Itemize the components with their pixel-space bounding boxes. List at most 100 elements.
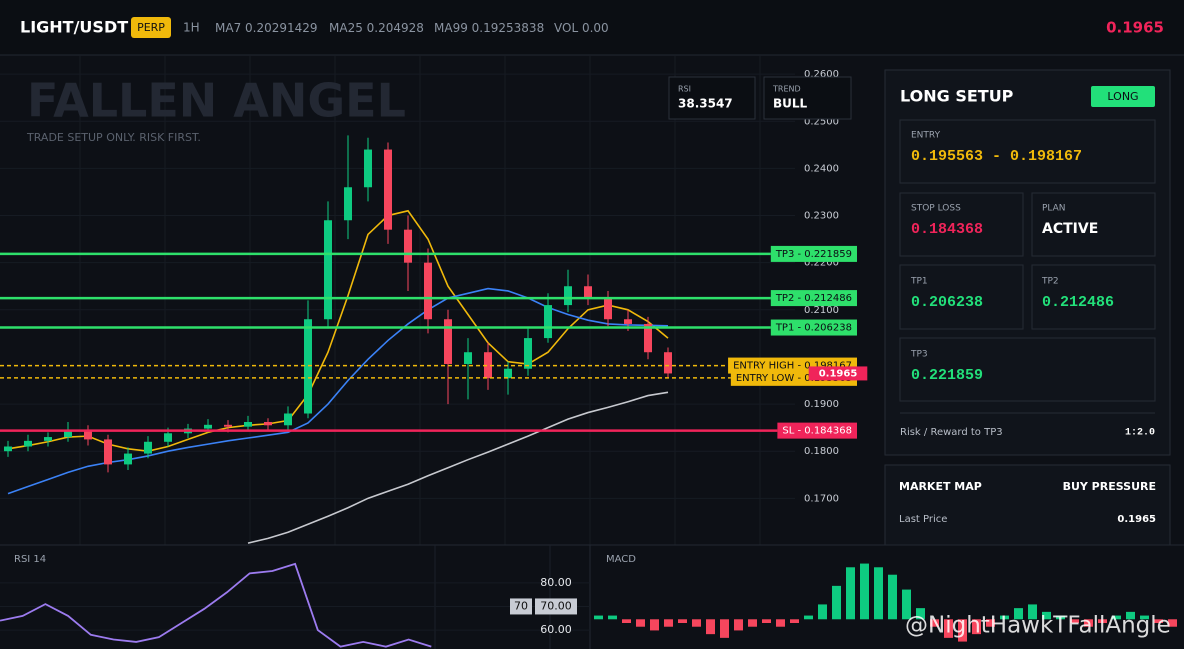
macd-bar	[1140, 615, 1149, 620]
market-map-status: BUY PRESSURE	[1063, 480, 1156, 493]
tick-box	[535, 598, 577, 615]
y-tick-label: 0.2600	[804, 69, 839, 80]
candle-body	[544, 305, 552, 339]
entry-box	[899, 119, 1156, 184]
candle-body	[204, 424, 212, 429]
last-price-badge	[808, 366, 868, 381]
overlay-subtitle: TRADE SETUP ONLY. RISK FIRST.	[26, 131, 201, 144]
macd-bar	[678, 619, 687, 623]
candle-body	[264, 421, 272, 426]
candle-body	[104, 439, 112, 465]
macd-bar	[944, 619, 953, 638]
candle-body	[124, 453, 132, 465]
candle-body	[384, 149, 392, 230]
sl-box	[899, 192, 1024, 257]
tp1-box	[899, 264, 1024, 330]
interval[interactable]: 1H	[183, 21, 200, 35]
rsi-line	[0, 562, 432, 648]
macd-bar	[594, 615, 603, 620]
macd-bar	[692, 619, 701, 627]
candle-body	[424, 262, 432, 320]
ma7-label: MA7	[215, 21, 241, 35]
macd-bar	[1014, 608, 1023, 620]
rsi-box-value: 38.3547	[678, 97, 733, 111]
ma25-label: MA25	[329, 21, 363, 35]
macd-bar	[860, 563, 869, 620]
macd-bar	[790, 619, 799, 623]
candle-body	[644, 323, 652, 353]
tp1-value: 0.206238	[911, 294, 983, 311]
sl-label: STOP LOSS	[911, 204, 961, 214]
ma25-value: 0.204928	[367, 21, 424, 35]
tp1-label: TP1	[910, 277, 928, 287]
candle-body	[44, 437, 52, 441]
last-price-label: 0.1965	[819, 368, 858, 379]
macd-bar	[958, 619, 967, 642]
macd-title: MACD	[606, 554, 636, 565]
macd-bar	[776, 619, 785, 627]
symbol[interactable]: LIGHT/USDT	[20, 18, 128, 37]
candle-body	[524, 338, 532, 369]
level-badge	[770, 319, 857, 336]
level-label: ENTRY HIGH - 0.198167	[733, 361, 852, 372]
candle-body	[604, 298, 612, 320]
perp-text: PERP	[137, 21, 165, 34]
tp3-label: TP3	[910, 350, 928, 360]
y-tick-label: 0.2400	[804, 163, 839, 174]
tp3-box	[899, 337, 1156, 402]
macd-bar	[804, 615, 813, 620]
macd-bar	[986, 619, 995, 627]
tp2-label: TP2	[1041, 277, 1059, 287]
candle-body	[164, 433, 172, 442]
lower-panes	[0, 545, 1184, 649]
level-label: TP3 - 0.221859	[775, 249, 852, 260]
macd-bar	[846, 567, 855, 620]
candle-body	[244, 421, 252, 427]
macd-bar	[1042, 611, 1051, 620]
macd-bar	[902, 589, 911, 620]
rsi-box-label: RSI	[678, 85, 691, 94]
ma-line	[7, 287, 669, 495]
ma99-value: 0.19253838	[472, 21, 545, 35]
plan-value: ACTIVE	[1042, 221, 1098, 237]
tp3-value: 0.221859	[911, 367, 983, 384]
macd-bar	[1070, 619, 1079, 623]
trend-box-value: BULL	[773, 97, 808, 111]
macd-bar	[1000, 615, 1009, 620]
y-tick-label: 0.2200	[804, 258, 839, 269]
rsi-box	[668, 76, 756, 120]
level-label: SL - 0.184368	[782, 426, 852, 437]
y-tick-label: 70.00	[540, 599, 572, 612]
macd-bar	[1098, 619, 1107, 623]
candle-body	[364, 149, 372, 188]
vol: VOL 0.00	[554, 21, 609, 35]
macd-bar	[636, 619, 645, 627]
y-tick-label: 0.2500	[804, 116, 839, 127]
plan-box	[1031, 192, 1156, 257]
y-tick-label: 60.00	[540, 623, 572, 636]
vol-value: 0.00	[582, 21, 609, 35]
y-tick-label: 0.2300	[804, 211, 839, 222]
macd-bar	[1154, 619, 1163, 623]
candle-body	[484, 352, 492, 379]
macd-bar	[1028, 604, 1037, 620]
candle-body	[564, 286, 572, 306]
header-bar	[0, 0, 1184, 55]
setup-title: LONG SETUP	[900, 87, 1014, 106]
trend-box	[763, 76, 852, 120]
entry-value: 0.195563 - 0.198167	[911, 148, 1082, 165]
macd-bar	[664, 619, 673, 627]
level-label: ENTRY LOW - 0.195563	[736, 373, 852, 384]
macd-bar	[818, 604, 827, 620]
ma-line	[7, 209, 669, 453]
y-tick-label: 0.1700	[804, 493, 839, 504]
watermark: @NightHawkTFallAngle	[905, 613, 1171, 639]
macd-bar	[1126, 611, 1135, 620]
y-tick-label: 0.2100	[804, 305, 839, 316]
candle-body	[504, 368, 512, 379]
candle-body	[64, 429, 72, 438]
macd-bar	[972, 619, 981, 635]
macd-bar	[874, 567, 883, 620]
overlays: TP3 - 0.221859 TP2 - 0.212486 TP1 - 0.2062…	[0, 135, 1177, 649]
